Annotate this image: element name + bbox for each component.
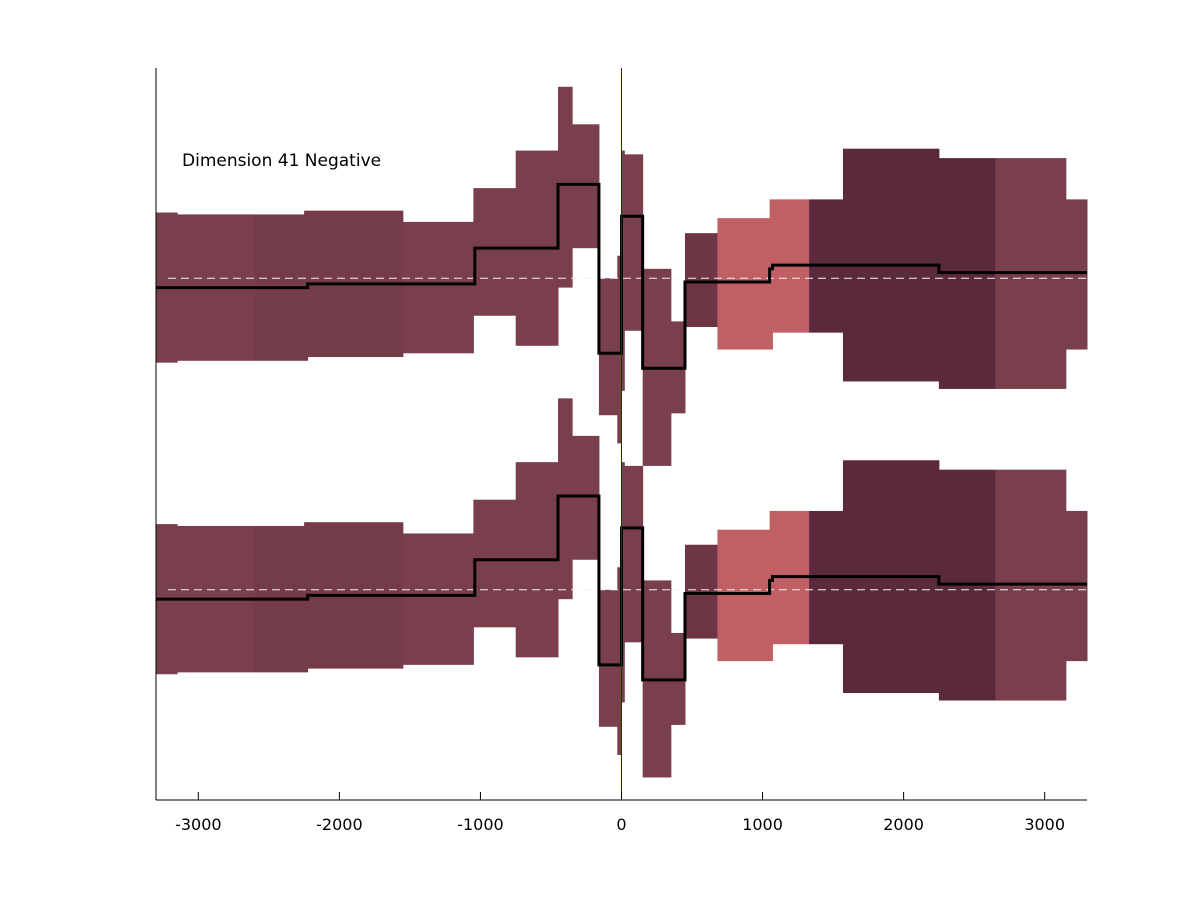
band-segment <box>558 86 573 288</box>
dimension-annotation: Dimension 41 Negative <box>182 151 381 171</box>
x-ticks: -3000 -2000 -1000 0 1000 2000 3000 <box>175 792 1065 834</box>
band-segment <box>402 221 474 354</box>
band-segment <box>304 210 309 361</box>
baseline-layer <box>168 277 1087 591</box>
band-segment <box>769 510 773 662</box>
x-tick-label: 0 <box>616 815 626 834</box>
x-tick-label: 3000 <box>1024 815 1065 834</box>
band-segment <box>621 462 625 703</box>
band-segment <box>717 529 771 662</box>
band-segment <box>598 278 618 416</box>
mean-line-layer <box>156 182 1087 682</box>
band-segment <box>717 218 771 350</box>
mean-step-line <box>156 494 1087 682</box>
band-segment <box>304 522 309 673</box>
x-tick-label: -1000 <box>457 815 504 834</box>
x-tick-label: 2000 <box>883 815 924 834</box>
band-segment <box>684 544 718 639</box>
band-segment <box>572 124 600 249</box>
band-segment <box>624 465 644 643</box>
band-segment <box>572 435 600 560</box>
band-segment <box>617 567 622 755</box>
x-tick-label: -2000 <box>316 815 363 834</box>
band-segment <box>598 589 618 727</box>
x-tick-label: -3000 <box>175 815 222 834</box>
band-segment <box>1065 199 1088 350</box>
band-segment <box>624 154 644 331</box>
band-segment <box>558 398 573 600</box>
band-segment <box>474 188 517 316</box>
band-segment <box>474 499 517 628</box>
band-segment <box>769 199 773 350</box>
band-segment <box>402 533 474 665</box>
band-segment <box>684 233 718 328</box>
band-segment <box>621 150 625 391</box>
band-segment <box>617 255 622 444</box>
mean-step-line <box>156 182 1087 370</box>
x-tick-label: 1000 <box>742 815 783 834</box>
band-segment <box>1065 510 1088 662</box>
